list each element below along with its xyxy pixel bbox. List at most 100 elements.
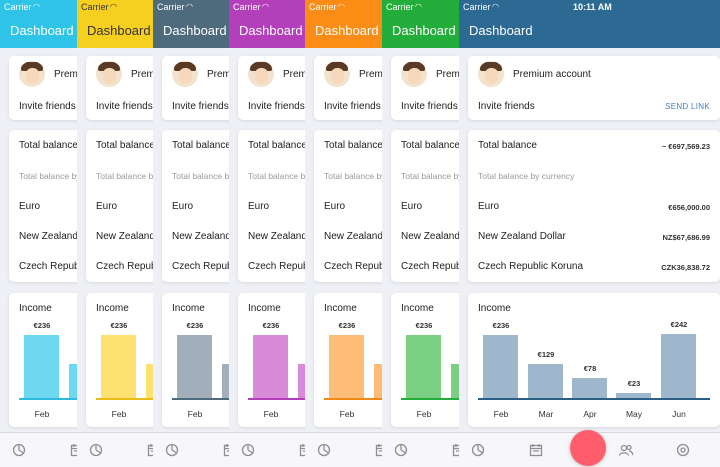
- pie-chart-icon[interactable]: [394, 443, 408, 457]
- dashboard-screen: Carrier ◠ 10:11 AM Dashboard Premium acc…: [229, 0, 305, 467]
- avatar[interactable]: [478, 61, 504, 87]
- calendar-icon[interactable]: [299, 443, 305, 457]
- income-bar[interactable]: [146, 364, 153, 399]
- calendar-icon[interactable]: [452, 443, 459, 457]
- total-balance-label: Total balance: [324, 140, 382, 151]
- currency-name: New Zealand Dollar: [478, 231, 566, 242]
- income-title: Income: [401, 303, 434, 314]
- month-tick-label: May: [625, 409, 643, 419]
- balance-by-currency-label: Total balance by currency: [248, 171, 305, 181]
- income-bar[interactable]: [253, 335, 288, 399]
- chart-axis: [19, 398, 77, 400]
- send-link-button[interactable]: SEND LINK: [665, 102, 710, 111]
- pie-chart-icon[interactable]: [471, 443, 485, 457]
- avatar[interactable]: [172, 61, 198, 87]
- income-bar-label: €236: [415, 321, 433, 330]
- currency-name: Euro: [19, 201, 41, 212]
- currency-name: New Zealand Dollar: [172, 231, 229, 242]
- currency-name: Euro: [324, 201, 346, 212]
- income-title: Income: [324, 303, 357, 314]
- income-title: Income: [19, 303, 52, 314]
- avatar[interactable]: [96, 61, 122, 87]
- income-bar[interactable]: [329, 335, 364, 399]
- status-bar: Carrier ◠ 10:11 AM: [77, 0, 153, 14]
- month-tick-label: Mar: [62, 409, 77, 419]
- pie-chart-icon[interactable]: [12, 443, 26, 457]
- account-name: Premium account: [513, 69, 591, 80]
- calendar-icon[interactable]: [70, 443, 77, 457]
- avatar[interactable]: [401, 61, 427, 87]
- chart-axis: [401, 398, 459, 400]
- add-button[interactable]: [570, 430, 606, 466]
- currency-name: Czech Republic Koruna: [401, 261, 459, 272]
- income-bar[interactable]: [298, 364, 305, 399]
- balance-card: Total balance ~ €697,569.23 Total balanc…: [314, 130, 382, 282]
- settings-icon[interactable]: [676, 443, 690, 457]
- income-bar[interactable]: [483, 335, 518, 399]
- status-bar: Carrier ◠ 10:11 AM: [382, 0, 459, 14]
- income-bar[interactable]: [24, 335, 59, 399]
- pie-chart-icon[interactable]: [241, 443, 255, 457]
- month-tick-label: Feb: [493, 409, 509, 419]
- income-bar[interactable]: [528, 364, 563, 399]
- wifi-icon: ◠: [110, 2, 117, 11]
- page-title: Dashboard: [239, 23, 303, 38]
- currency-name: Euro: [401, 201, 423, 212]
- pie-chart-icon[interactable]: [89, 443, 103, 457]
- pie-chart-icon[interactable]: [317, 443, 331, 457]
- account-card: Premium account Invite friends SEND LINK: [162, 56, 229, 120]
- calendar-icon[interactable]: [375, 443, 382, 457]
- month-tick-label: Feb: [34, 409, 50, 419]
- wifi-icon: ◠: [338, 2, 345, 11]
- income-bar[interactable]: [101, 335, 136, 399]
- calendar-icon[interactable]: [529, 443, 543, 457]
- pie-chart-icon[interactable]: [165, 443, 179, 457]
- income-bar[interactable]: [661, 334, 696, 399]
- avatar[interactable]: [19, 61, 45, 87]
- avatar[interactable]: [324, 61, 350, 87]
- income-bar[interactable]: [616, 393, 651, 399]
- month-tick-label: Mar: [291, 409, 305, 419]
- month-tick-label: Feb: [187, 409, 203, 419]
- income-bar-label: €129: [291, 350, 305, 359]
- chart-axis: [478, 398, 710, 400]
- income-bar-label: €129: [444, 350, 459, 359]
- invite-friends-label: Invite friends: [401, 101, 458, 112]
- account-card: Premium account Invite friends SEND LINK: [9, 56, 77, 120]
- carrier-text: Carrier: [309, 2, 337, 12]
- income-bar[interactable]: [374, 364, 382, 399]
- chart-axis: [96, 398, 153, 400]
- calendar-icon[interactable]: [223, 443, 229, 457]
- nav-bar: Dashboard: [229, 14, 305, 48]
- income-bar[interactable]: [177, 335, 212, 399]
- month-tick-label: Mar: [538, 409, 554, 419]
- theme-preview-orange: Carrier ◠ 10:11 AM Dashboard Premium acc…: [305, 0, 382, 467]
- income-bar[interactable]: [572, 378, 607, 399]
- balance-by-currency-label: Total balance by currency: [324, 171, 382, 181]
- total-balance-value: ~ €697,569.23: [661, 142, 710, 151]
- income-bar[interactable]: [69, 364, 77, 399]
- account-name: Premium account: [207, 69, 229, 80]
- invite-friends-label: Invite friends: [324, 101, 381, 112]
- chart-axis: [248, 398, 305, 400]
- income-bar[interactable]: [406, 335, 441, 399]
- page-title: Dashboard: [469, 23, 533, 38]
- income-bar[interactable]: [222, 364, 229, 399]
- currency-name: New Zealand Dollar: [324, 231, 382, 242]
- month-tick-label: Mar: [444, 409, 459, 419]
- income-bar[interactable]: [451, 364, 459, 399]
- balance-card: Total balance ~ €697,569.23 Total balanc…: [468, 130, 720, 282]
- people-icon[interactable]: [618, 443, 634, 457]
- account-name: Premium account: [131, 69, 153, 80]
- avatar[interactable]: [248, 61, 274, 87]
- income-bar-label: €129: [215, 350, 229, 359]
- account-name: Premium account: [54, 69, 77, 80]
- nav-bar: Dashboard: [77, 14, 153, 48]
- invite-friends-label: Invite friends: [172, 101, 229, 112]
- calendar-icon[interactable]: [147, 443, 153, 457]
- currency-value: CZK36,838.72: [661, 263, 710, 272]
